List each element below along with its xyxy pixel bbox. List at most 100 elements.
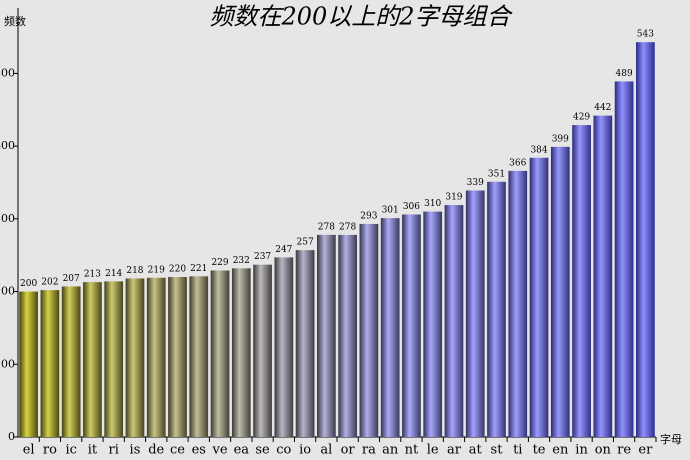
x-tick-label: de [148,443,164,458]
x-tick-label: on [595,443,612,458]
value-label: 399 [552,134,569,144]
bar [231,268,251,437]
y-tick-label: 400 [0,139,15,152]
x-tick-label: at [469,443,483,458]
value-label: 384 [530,145,547,155]
bar [19,291,38,437]
value-label: 306 [403,202,420,212]
bar [444,205,464,437]
x-tick-label: an [382,443,399,458]
x-tick-label: le [427,443,439,458]
bar [636,42,655,438]
y-tick-label: 100 [0,357,15,370]
bar [210,270,230,437]
y-tick-label: 500 [0,66,15,79]
x-tick-label: ri [109,443,119,458]
value-label: 293 [360,211,377,221]
bar [274,257,294,437]
y-tick-label: 300 [0,212,15,225]
x-axis-label: 字母 [660,432,682,446]
value-label: 213 [84,270,101,280]
x-tick-label: or [341,443,356,458]
bar [487,181,506,437]
bar [508,170,528,437]
x-tick-label: er [638,443,653,458]
y-tick-label: 0 [8,430,15,443]
bar [465,190,485,437]
value-label: 366 [509,158,526,168]
bar [146,277,166,437]
value-label: 219 [148,265,165,275]
x-tick-label: in [575,443,588,458]
value-label: 207 [63,274,80,284]
bar [253,264,272,437]
bar [614,81,634,438]
bar [104,281,124,437]
x-tick-label: it [88,443,98,458]
x-tick-label: ic [65,443,76,458]
bar [168,277,187,437]
value-label: 310 [424,199,441,209]
value-label: 214 [105,269,122,279]
value-label: 229 [211,258,228,268]
x-tick-label: re [617,443,631,458]
bar [189,276,209,437]
value-label: 543 [637,30,654,40]
value-label: 442 [594,103,611,113]
x-tick-label: ro [43,443,57,458]
y-tick-label: 200 [0,285,15,298]
x-tick-label: co [276,443,291,458]
x-tick-label: io [299,443,311,458]
bar [423,211,443,437]
value-label: 351 [488,169,505,179]
bar [61,286,81,437]
bar [359,223,379,437]
bar [572,125,591,437]
x-tick-label: is [130,443,141,458]
x-tick-label: el [23,443,35,458]
x-tick-label: ti [513,443,522,458]
x-tick-label: ea [234,443,250,458]
value-label: 237 [254,252,271,262]
x-tick-label: en [552,443,569,458]
bar [550,146,570,438]
value-label: 232 [233,256,250,266]
value-label: 319 [445,193,462,203]
bar [317,234,336,437]
value-label: 278 [318,222,335,232]
chart-title: 频数在200以上的2字母组合 [209,3,513,31]
value-label: 247 [275,245,292,255]
bar [338,234,357,437]
value-label: 200 [20,279,37,289]
bar [402,214,421,437]
value-label: 301 [382,206,399,216]
value-label: 278 [339,222,356,232]
x-tick-label: st [491,443,504,458]
bar [125,278,145,437]
value-label: 202 [41,278,58,288]
bar [529,157,549,437]
bar [83,282,102,437]
x-tick-label: ra [362,443,376,458]
bar [40,290,60,437]
bar [295,250,315,437]
x-tick-label: al [320,443,332,458]
value-label: 257 [297,238,314,248]
x-tick-label: ar [447,443,462,458]
x-tick-label: es [192,443,206,458]
y-axis-label: 频数 [4,14,26,28]
value-label: 221 [190,264,207,274]
x-tick-label: nt [405,443,419,458]
x-tick-label: ce [170,443,185,458]
value-label: 220 [169,265,186,275]
x-tick-label: se [255,443,270,458]
x-tick-label: te [533,443,546,458]
value-label: 429 [573,113,590,123]
x-tick-label: ve [212,443,228,458]
value-label: 489 [616,69,633,79]
value-label: 339 [467,178,484,188]
value-label: 218 [126,266,143,276]
bar [380,218,400,437]
bar [593,115,613,437]
